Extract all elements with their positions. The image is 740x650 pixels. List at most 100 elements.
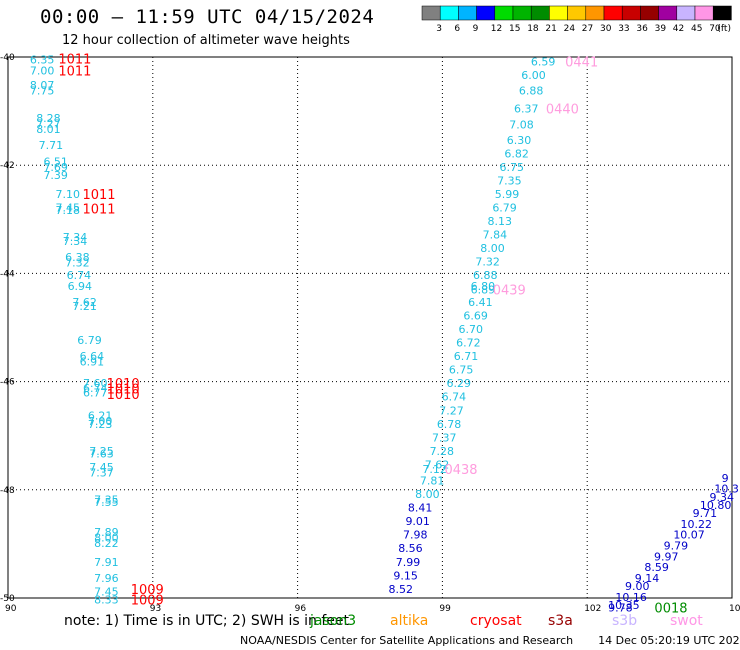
wave-height-value: 7.21 bbox=[72, 300, 97, 313]
wave-height-value: 8.59 bbox=[644, 561, 669, 574]
wave-height-value: 8.52 bbox=[389, 583, 414, 596]
wave-height-value: 6.88 bbox=[519, 85, 544, 98]
wave-height-value: 9.97 bbox=[654, 550, 679, 563]
wave-height-value: 10.80 bbox=[700, 499, 732, 512]
wave-height-value: 10.35 bbox=[608, 599, 640, 612]
wave-height-value: 7.62 bbox=[425, 458, 450, 471]
y-tick-label: -46 bbox=[0, 378, 15, 388]
wave-height-value: 9.71 bbox=[693, 507, 718, 520]
wave-height-value: 7.35 bbox=[94, 494, 119, 507]
y-tick-label: -40 bbox=[0, 53, 15, 63]
wave-height-value: 6.82 bbox=[504, 147, 529, 160]
wave-height-value: 7.91 bbox=[94, 556, 119, 569]
colorbar-swatch bbox=[621, 5, 641, 21]
wave-height-value: 6.21 bbox=[88, 410, 113, 423]
wave-height-value: 8.28 bbox=[36, 112, 61, 125]
map-frame bbox=[7, 56, 733, 599]
wave-height-value: 8.07 bbox=[30, 79, 54, 92]
wave-height-value: 7.89 bbox=[94, 526, 119, 539]
satellite-legend-cryosat: cryosat bbox=[470, 613, 522, 629]
wave-height-value: 7.08 bbox=[509, 119, 534, 132]
pass-time-label: 0438 bbox=[444, 463, 477, 478]
wave-height-value: 8.56 bbox=[398, 542, 423, 555]
credit-footer: NOAA/NESDIS Center for Satellite Applica… bbox=[240, 634, 740, 647]
x-tick-label: 105 bbox=[729, 604, 740, 614]
colorbar-swatch bbox=[549, 5, 568, 21]
x-tick-label: 102 bbox=[584, 604, 601, 614]
wave-height-value: 6.37 bbox=[514, 102, 539, 115]
colorbar-tick-label: 24 bbox=[564, 24, 576, 34]
wave-height-value: 7.34 bbox=[63, 235, 88, 248]
wave-height-value: 7.45 bbox=[89, 461, 114, 474]
wave-height-value: 7.00 bbox=[88, 415, 113, 428]
wave-height-value: 6.77 bbox=[83, 386, 108, 399]
colorbar-swatch bbox=[712, 5, 732, 21]
satellite-legend-s3b: s3b bbox=[612, 613, 638, 629]
colorbar-swatch bbox=[458, 5, 477, 21]
pass-time-label: 0441 bbox=[565, 55, 598, 70]
wave-height-value: 6.00 bbox=[521, 69, 546, 82]
colorbar-swatch bbox=[658, 5, 678, 21]
colorbar-swatch bbox=[603, 5, 623, 21]
satellite-legend-altika: altika bbox=[390, 613, 429, 629]
satellite-legend-jason3: jason3 bbox=[310, 613, 357, 629]
wave-height-value: 6.74 bbox=[442, 391, 467, 404]
pass-time-label: 0018 bbox=[654, 602, 687, 617]
wave-height-value: 6.91 bbox=[80, 356, 105, 369]
wave-height-value: 9.14 bbox=[635, 572, 660, 585]
colorbar-tick-label: 6 bbox=[454, 24, 460, 34]
colorbar-tick-label: 9 bbox=[473, 24, 479, 34]
wave-height-value: 7.60 bbox=[83, 377, 108, 390]
wave-height-value: 6.89 bbox=[471, 284, 496, 297]
wave-height-value: 10.07 bbox=[673, 529, 705, 542]
wave-height-value: 5.99 bbox=[495, 188, 520, 201]
wave-height-value: 7.23 bbox=[88, 418, 113, 431]
pass-time-label: 1011 bbox=[82, 188, 115, 203]
colorbar-tick-label: 42 bbox=[673, 24, 684, 34]
wave-height-value: 7.39 bbox=[43, 169, 68, 182]
wave-height-value: 8.01 bbox=[36, 123, 61, 136]
wave-height-value: 6.79 bbox=[492, 201, 517, 214]
wave-height-value: 6.75 bbox=[449, 364, 474, 377]
map-title: 00:00 – 11:59 UTC 04/15/2024 bbox=[40, 6, 375, 28]
wave-height-value: 6.69 bbox=[463, 310, 488, 323]
wave-height-value: 6.59 bbox=[531, 55, 556, 68]
wave-height-value: 7.37 bbox=[89, 466, 114, 479]
units-note: note: 1) Time is in UTC; 2) SWH is in fe… bbox=[64, 613, 350, 629]
colorbar-tick-label: 18 bbox=[527, 24, 539, 34]
x-tick-label: 99 bbox=[439, 604, 451, 614]
wave-height-value: 7.35 bbox=[497, 174, 522, 187]
wave-height-value: 7.99 bbox=[396, 556, 421, 569]
pass-time-label: 1009 bbox=[131, 583, 164, 598]
wave-height-value: 9 bbox=[722, 472, 729, 485]
y-tick-label: -48 bbox=[0, 486, 15, 496]
wave-height-value: 7.27 bbox=[439, 404, 464, 417]
colorbar-tick-label: 12 bbox=[491, 24, 502, 34]
wave-height-value: 7.37 bbox=[432, 431, 457, 444]
colorbar-swatch bbox=[439, 5, 459, 21]
colorbar-tick-label: 70 bbox=[709, 24, 721, 34]
colorbar-swatch bbox=[494, 5, 514, 21]
wave-height-value: 6.51 bbox=[43, 155, 68, 168]
colorbar-swatch bbox=[585, 5, 605, 21]
wave-height-value: 8.13 bbox=[487, 215, 512, 228]
wave-height-value: 9.79 bbox=[664, 540, 689, 553]
colorbar-tick-label: 33 bbox=[618, 24, 629, 34]
x-tick-label: 96 bbox=[295, 604, 307, 614]
pass-time-label: 1010 bbox=[107, 388, 140, 403]
pass-time-label: 1010 bbox=[107, 383, 140, 398]
wave-height-value: 10.3 bbox=[714, 483, 739, 496]
wave-height-value: 6.80 bbox=[471, 280, 496, 293]
wave-height-value: 8.00 bbox=[415, 488, 440, 501]
wave-height-value: 6.75 bbox=[500, 161, 525, 174]
wave-height-value: 7.32 bbox=[475, 255, 500, 268]
wave-height-value: 7.45 bbox=[94, 586, 119, 599]
wave-height-value: 7.25 bbox=[89, 445, 114, 458]
wave-height-value: 7.63 bbox=[89, 448, 114, 461]
wave-height-value: 10.22 bbox=[681, 518, 713, 531]
wave-height-value: 7.12 bbox=[422, 463, 447, 476]
wave-height-value: 6.74 bbox=[83, 382, 108, 395]
wave-height-value: 8.00 bbox=[94, 531, 119, 544]
wave-height-value: 6.72 bbox=[456, 337, 481, 350]
